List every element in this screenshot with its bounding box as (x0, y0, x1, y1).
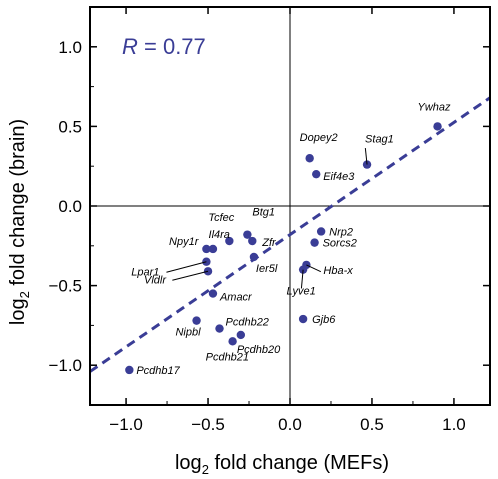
point-label-amacr: Amacr (219, 292, 253, 304)
correlation-annotation: R = 0.77 (122, 34, 206, 59)
point-labels-group: Ywhaz Stag1 Dopey2 Eif4e3 Tcfec Btg1 Zfr Il4ra N… (131, 101, 451, 377)
data-point-dopey2 (305, 154, 314, 163)
data-point-lpar1 (202, 257, 211, 266)
point-label-tcfec: Tcfec (208, 212, 234, 224)
point-label-npy1r: Npy1r (169, 236, 200, 248)
point-label-vldlr: Vldlr (144, 274, 167, 286)
points-group (125, 122, 442, 375)
data-point-nipbl (192, 316, 201, 325)
point-label-pcdhb17: Pcdhb17 (136, 365, 180, 377)
plot-frame (89, 6, 491, 406)
data-point-ier5l (249, 252, 259, 262)
x-tick-label: −1.0 (109, 415, 143, 434)
point-label-eif4e3: Eif4e3 (323, 171, 355, 183)
point-label-btg1: Btg1 (252, 207, 275, 219)
leader-line-stag1 (364, 148, 368, 165)
point-label-hba-x: Hba-x (323, 265, 353, 277)
data-point-ywhaz (433, 122, 442, 131)
point-label-ier5l: Ier5l (256, 263, 278, 275)
data-point-pcdhb20 (236, 330, 246, 340)
fit-line (89, 96, 491, 373)
correlation-r-symbol: R (122, 34, 138, 59)
y-axis-title-log: log (7, 298, 29, 325)
y-tick-label: 0.0 (58, 197, 82, 216)
data-point-vldlr (203, 267, 213, 276)
data-point-eif4e3 (312, 169, 321, 179)
x-axis-title-subscript: 2 (202, 462, 209, 477)
data-point-npy1r (202, 244, 211, 254)
y-axis-title: log2 fold change (brain) (7, 119, 32, 325)
point-label-nipbl: Nipbl (175, 327, 201, 339)
data-point-amacr (208, 289, 218, 298)
point-label-il4ra: Il4ra (209, 229, 230, 241)
data-point-gjb6 (298, 314, 308, 324)
data-point-zfr (248, 236, 257, 246)
zero-lines (90, 7, 490, 405)
y-axis-title-rest: fold change (brain) (7, 119, 29, 291)
fit-line-group (89, 96, 491, 373)
data-point-pcdhb21 (228, 337, 237, 346)
point-label-lpar1: Lpar1 (131, 267, 159, 279)
x-axis-title: log2 fold change (MEFs) (175, 452, 389, 477)
point-label-nrp2: Nrp2 (329, 226, 353, 238)
leader-line-vldlr (172, 270, 209, 281)
point-label-zfr: Zfr (261, 237, 277, 249)
point-label-sorcs2: Sorcs2 (323, 238, 357, 250)
y-tick-label: −1.0 (48, 356, 82, 375)
leader-line-hba-x (306, 264, 322, 273)
point-label-pcdhb22: Pcdhb22 (226, 317, 269, 329)
data-point-nrp2 (316, 227, 326, 236)
y-tick-label: 0.5 (58, 117, 82, 136)
point-label-pcdhb21: Pcdhb21 (206, 351, 249, 363)
y-axis-title-subscript: 2 (17, 291, 32, 298)
correlation-value: = 0.77 (138, 34, 206, 59)
data-point-tcfec (225, 236, 234, 246)
data-point-pcdhb22 (215, 324, 224, 333)
leader-line-lyve1 (300, 269, 304, 289)
y-tick-label: −0.5 (48, 277, 82, 296)
y-tick-label: 1.0 (58, 38, 82, 57)
x-axis-title-log: log (175, 452, 202, 474)
x-tick-label: 1.0 (442, 415, 466, 434)
leader-line-lpar1 (166, 261, 207, 273)
data-point-pcdhb17 (125, 365, 134, 375)
x-axis-title-rest: fold change (MEFs) (209, 452, 389, 474)
point-label-pcdhb20: Pcdhb20 (237, 344, 281, 356)
ticks-group: −1.0 −0.5 0.0 0.5 1.0 −1.0 −0.5 0.0 0.5 1.0 (48, 7, 490, 434)
data-point-il4ra (208, 244, 218, 254)
point-label-gjb6: Gjb6 (312, 314, 336, 326)
x-tick-label: 0.0 (278, 415, 302, 434)
x-tick-label: 0.5 (360, 415, 384, 434)
point-label-stag1: Stag1 (365, 134, 394, 146)
point-label-ywhaz: Ywhaz (418, 101, 452, 113)
point-label-dopey2: Dopey2 (300, 132, 338, 144)
data-point-btg1 (243, 230, 252, 239)
x-tick-label: −0.5 (191, 415, 225, 434)
data-point-sorcs2 (310, 238, 319, 247)
point-label-lyve1: Lyve1 (287, 286, 316, 298)
